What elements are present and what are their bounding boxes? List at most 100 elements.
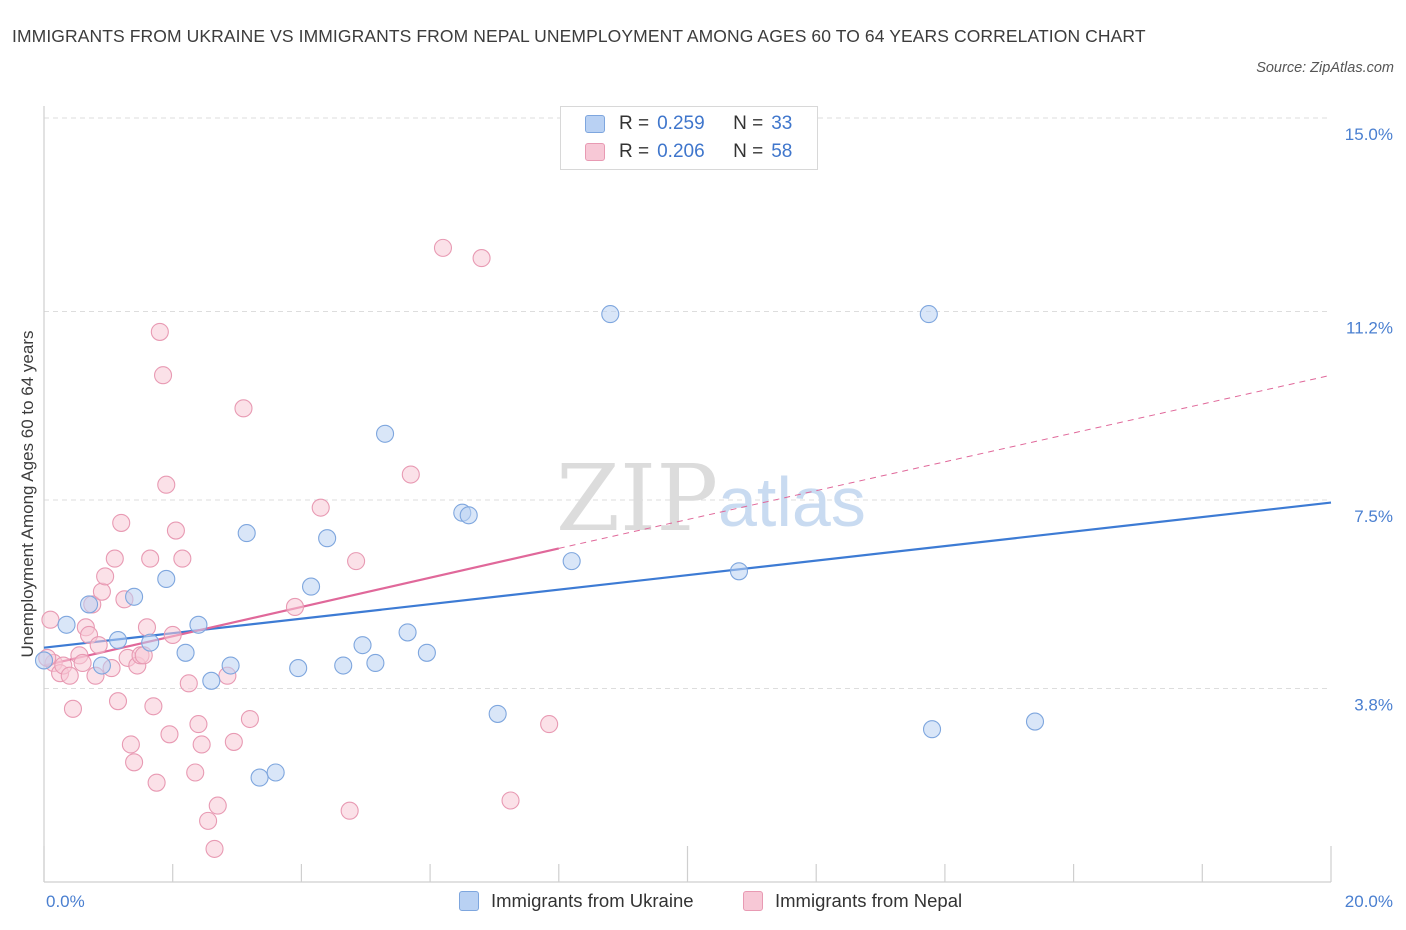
ukraine-trend-line [43, 501, 1332, 649]
ukraine-point [157, 569, 176, 588]
nepal-point [401, 465, 420, 484]
y-tick-label: 15.0% [1345, 125, 1393, 144]
chart-title: IMMIGRANTS FROM UKRAINE VS IMMIGRANTS FR… [12, 26, 1146, 46]
source-credit: Source: ZipAtlas.com [1256, 60, 1394, 76]
nepal-point [166, 521, 185, 540]
ukraine-point [919, 305, 938, 324]
ukraine-point [79, 595, 99, 614]
ukraine-point [318, 529, 337, 548]
nepal-point [92, 582, 111, 601]
nepal-legend-label: Immigrants from Nepal [775, 890, 963, 911]
nepal-point [141, 549, 160, 568]
y-axis-label: Unemployment Among Ages 60 to 64 years [18, 331, 37, 658]
nepal-point [63, 699, 83, 718]
ukraine-swatch [585, 115, 605, 133]
legend-row-ukraine: R = 0.259 N = 33 [585, 111, 792, 137]
nepal-point [199, 811, 218, 830]
ukraine-legend-swatch [459, 891, 479, 911]
x-tick-label: 20.0% [1345, 892, 1393, 911]
ukraine-point [459, 506, 478, 525]
nepal-point [192, 735, 211, 754]
nepal-point [540, 715, 559, 734]
nepal-point [96, 567, 115, 586]
ukraine-point [417, 643, 436, 662]
correlation-legend: R = 0.259 N = 33 R = 0.206 N = 58 [560, 106, 818, 170]
nepal-n-value: 58 [771, 141, 793, 162]
nepal-point [234, 399, 253, 418]
ukraine-point [221, 656, 240, 675]
ukraine-point [250, 768, 269, 787]
r-label: R = [619, 113, 650, 134]
nepal-point [240, 709, 259, 729]
nepal-point [125, 753, 144, 772]
watermark: ZIP atlas [556, 445, 866, 552]
nepal-point [73, 653, 92, 673]
ukraine-point [601, 305, 620, 324]
nepal-point [153, 366, 173, 385]
watermark-zip: ZIP [556, 445, 718, 552]
legend-item-nepal[interactable]: Immigrants from Nepal [743, 890, 962, 912]
watermark-atlas: atlas [718, 463, 866, 541]
nepal-point [340, 801, 359, 820]
legend-row-nepal: R = 0.206 N = 58 [585, 139, 792, 165]
nepal-point [163, 625, 182, 645]
ukraine-point [202, 671, 221, 690]
ukraine-point [922, 720, 942, 739]
r-label: R = [619, 141, 650, 162]
ukraine-point [92, 656, 111, 675]
nepal-legend-swatch [743, 891, 763, 911]
ukraine-point [729, 562, 749, 581]
nepal-point [205, 839, 224, 858]
nepal-point [144, 697, 163, 716]
ukraine-point [125, 587, 144, 606]
nepal-point [157, 475, 176, 494]
ukraine-point [302, 577, 321, 596]
nepal-point [108, 692, 128, 711]
nepal-point [121, 735, 140, 754]
series-legend: Immigrants from Ukraine Immigrants from … [0, 890, 1406, 914]
ukraine-point [108, 631, 128, 650]
nepal-point [186, 763, 205, 782]
nepal-point [147, 773, 166, 792]
ukraine-legend-label: Immigrants from Ukraine [491, 890, 694, 911]
ukraine-point [398, 623, 417, 642]
n-label: N = [733, 141, 764, 162]
nepal-swatch [585, 143, 605, 161]
nepal-point [173, 549, 192, 568]
ukraine-point [141, 633, 160, 652]
y-tick-label: 3.8% [1354, 695, 1393, 714]
ukraine-point [34, 651, 54, 670]
n-label: N = [733, 113, 764, 134]
ukraine-point [366, 653, 385, 673]
nepal-point [224, 732, 243, 751]
ukraine-point [57, 615, 76, 634]
axes [43, 106, 1332, 883]
nepal-point [89, 636, 108, 655]
nepal-point [137, 618, 157, 637]
ukraine-point [266, 763, 285, 782]
ukraine-point [176, 643, 195, 662]
nepal-point [208, 796, 227, 815]
ukraine-point [376, 424, 395, 443]
legend-item-ukraine[interactable]: Immigrants from Ukraine [459, 890, 694, 912]
nepal-point [285, 597, 305, 617]
ukraine-point [289, 659, 308, 678]
nepal-point [189, 715, 208, 734]
nepal-point [160, 725, 179, 744]
nepal-point [150, 322, 169, 341]
ukraine-point [189, 615, 208, 634]
nepal-point [105, 549, 124, 568]
y-tick-label: 7.5% [1354, 507, 1393, 526]
nepal-point [433, 238, 453, 257]
ukraine-point [334, 656, 353, 675]
data-points [34, 238, 1045, 858]
x-tick-label: 0.0% [46, 892, 85, 911]
ukraine-point [1025, 712, 1045, 731]
nepal-r-value: 0.206 [657, 141, 705, 162]
nepal-point [347, 552, 366, 571]
ukraine-point [237, 524, 256, 543]
nepal-point [472, 249, 491, 268]
ukraine-r-value: 0.259 [657, 113, 705, 134]
nepal-point [41, 610, 60, 629]
ukraine-point [353, 636, 372, 655]
